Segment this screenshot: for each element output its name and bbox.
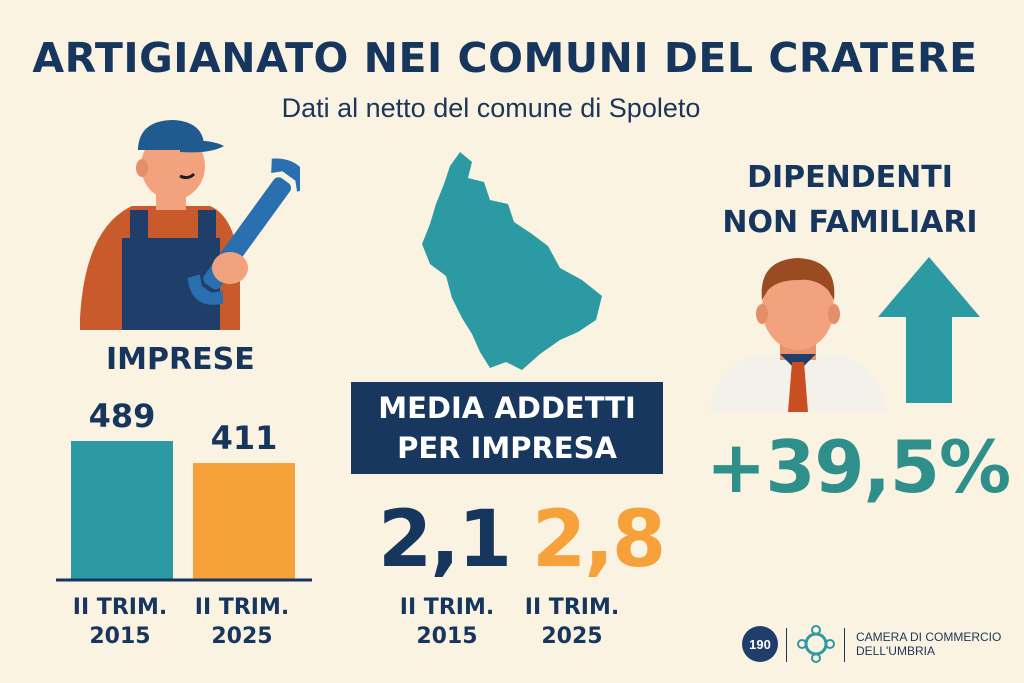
chamber-logo-icon <box>797 625 835 663</box>
umbria-map-icon <box>422 152 602 370</box>
media-xlabel-2025-line1: II TRIM. <box>524 595 620 620</box>
chamber-name-line2: DELL'UMBRIA <box>856 644 935 658</box>
media-xlabel-2015: II TRIM. 2015 <box>382 593 512 651</box>
imprese-xlabel-2025: II TRIM. 2025 <box>177 593 307 651</box>
imprese-value-label-0: 489 <box>89 397 156 435</box>
worker-illustration <box>80 120 300 330</box>
badge-text: 190 <box>749 637 771 652</box>
imprese-bar-0 <box>71 441 173 579</box>
media-addetti-label: MEDIA ADDETTI PER IMPRESA <box>351 382 663 474</box>
media-label-line1: MEDIA ADDETTI <box>378 391 636 425</box>
imprese-xlabel-2025-line1: II TRIM. <box>194 595 290 620</box>
imprese-xlabel-2015-line2: 2015 <box>89 624 151 649</box>
logo-divider <box>786 628 787 662</box>
dipendenti-change: +39,5% <box>706 425 1011 509</box>
page-subtitle: Dati al netto del comune di Spoleto <box>281 93 701 123</box>
media-value-2015: 2,1 <box>378 495 512 585</box>
page-title: ARTIGIANATO NEI COMUNI DEL CRATERE <box>32 34 978 82</box>
media-xlabel-2025-line2: 2025 <box>541 624 603 649</box>
footer-logos: 190 <box>738 624 1008 670</box>
employee-illustration <box>710 258 886 412</box>
imprese-bar-chart: 489 411 <box>56 397 312 582</box>
imprese-xlabel-2015: II TRIM. 2015 <box>55 593 185 651</box>
media-xlabel-2015-line2: 2015 <box>416 624 478 649</box>
media-label-line2: PER IMPRESA <box>397 431 617 465</box>
logo-divider-2 <box>844 628 845 662</box>
arrow-up-icon <box>878 257 980 403</box>
imprese-label: IMPRESE <box>106 342 255 377</box>
imprese-xlabel-2025-line2: 2025 <box>211 624 273 649</box>
media-xlabel-2015-line1: II TRIM. <box>399 595 495 620</box>
dipendenti-label-line2: NON FAMILIARI <box>722 205 978 240</box>
imprese-xlabel-2015-line1: II TRIM. <box>72 595 168 620</box>
media-value-2025: 2,8 <box>532 495 666 585</box>
imprese-value-label-1: 411 <box>211 419 278 457</box>
imprese-bar-1 <box>193 463 295 579</box>
media-xlabel-2025: II TRIM. 2025 <box>507 593 637 651</box>
chamber-name-line1: CAMERA DI COMMERCIO <box>856 630 1002 644</box>
dipendenti-label-line1: DIPENDENTI <box>747 160 953 195</box>
anniversary-badge-icon: 190 <box>742 626 778 662</box>
dipendenti-label: DIPENDENTI NON FAMILIARI <box>700 155 1000 245</box>
chamber-name: CAMERA DI COMMERCIO DELL'UMBRIA <box>856 630 1001 658</box>
